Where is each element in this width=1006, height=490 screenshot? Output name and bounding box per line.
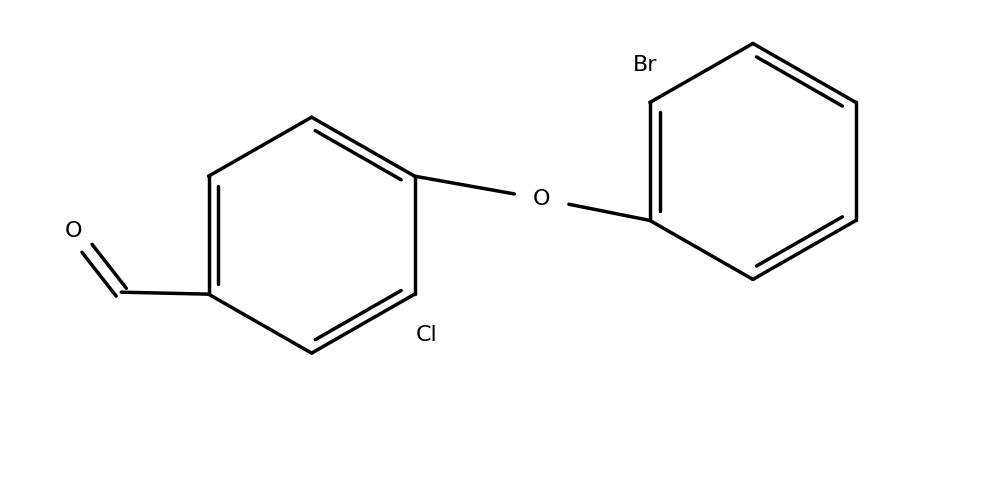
Text: Br: Br <box>633 55 657 75</box>
Text: Cl: Cl <box>415 325 438 345</box>
Text: O: O <box>65 221 82 241</box>
Text: O: O <box>533 189 550 209</box>
